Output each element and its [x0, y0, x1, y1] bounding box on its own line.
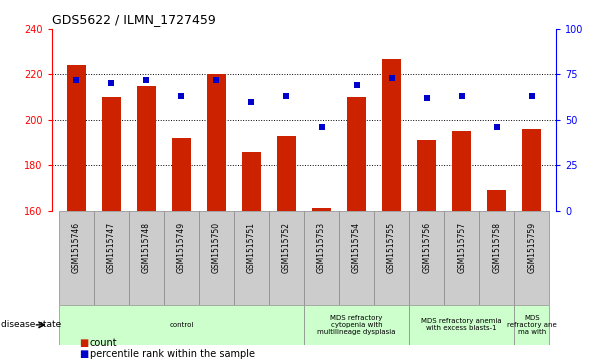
Point	[317, 124, 326, 130]
Bar	[304, 305, 409, 345]
Point	[457, 93, 466, 99]
Point	[351, 82, 361, 88]
Bar	[304, 211, 339, 305]
Bar	[444, 211, 479, 305]
Text: GDS5622 / ILMN_1727459: GDS5622 / ILMN_1727459	[52, 13, 215, 26]
Text: ■: ■	[79, 349, 88, 359]
Bar	[164, 211, 199, 305]
Point	[282, 93, 291, 99]
Point	[492, 124, 502, 130]
Bar	[374, 211, 409, 305]
Bar	[339, 211, 374, 305]
Point	[527, 93, 537, 99]
Text: MDS
refractory ane
ma with: MDS refractory ane ma with	[507, 315, 557, 335]
Bar	[409, 211, 444, 305]
Bar	[417, 140, 437, 211]
Bar	[522, 129, 542, 211]
Bar	[409, 305, 514, 345]
Text: GSM1515750: GSM1515750	[212, 222, 221, 273]
Text: GSM1515751: GSM1515751	[247, 222, 256, 273]
Text: control: control	[169, 322, 193, 328]
Text: disease state: disease state	[1, 321, 61, 329]
Bar	[207, 74, 226, 211]
Text: GSM1515747: GSM1515747	[107, 222, 116, 273]
Text: GSM1515755: GSM1515755	[387, 222, 396, 273]
Text: GSM1515753: GSM1515753	[317, 222, 326, 273]
Bar	[242, 151, 261, 211]
Bar	[59, 305, 304, 345]
Point	[176, 93, 186, 99]
Text: MDS refractory anemia
with excess blasts-1: MDS refractory anemia with excess blasts…	[421, 318, 502, 331]
Point	[106, 81, 116, 86]
Bar	[94, 211, 129, 305]
Text: ■: ■	[79, 338, 88, 348]
Bar	[66, 65, 86, 211]
Text: GSM1515748: GSM1515748	[142, 222, 151, 273]
Text: GSM1515754: GSM1515754	[352, 222, 361, 273]
Text: percentile rank within the sample: percentile rank within the sample	[90, 349, 255, 359]
Text: MDS refractory
cytopenia with
multilineage dysplasia: MDS refractory cytopenia with multilinea…	[317, 315, 396, 335]
Text: count: count	[90, 338, 117, 348]
Bar	[452, 131, 471, 211]
Bar	[382, 58, 401, 211]
Point	[212, 77, 221, 83]
Text: GSM1515756: GSM1515756	[422, 222, 431, 273]
Point	[387, 75, 396, 81]
Text: GSM1515752: GSM1515752	[282, 222, 291, 273]
Text: GSM1515749: GSM1515749	[177, 222, 186, 273]
Bar	[277, 136, 296, 211]
Text: GSM1515758: GSM1515758	[492, 222, 501, 273]
Bar	[514, 305, 549, 345]
Bar	[129, 211, 164, 305]
Text: GSM1515757: GSM1515757	[457, 222, 466, 273]
Text: GSM1515746: GSM1515746	[72, 222, 81, 273]
Point	[422, 95, 432, 101]
Bar	[102, 97, 121, 211]
Bar	[199, 211, 234, 305]
Bar	[514, 211, 549, 305]
Text: GSM1515759: GSM1515759	[527, 222, 536, 273]
Bar	[234, 211, 269, 305]
Bar	[312, 208, 331, 211]
Bar	[347, 97, 366, 211]
Point	[247, 99, 257, 105]
Bar	[59, 211, 94, 305]
Bar	[269, 211, 304, 305]
Point	[71, 77, 81, 83]
Point	[142, 77, 151, 83]
Bar	[171, 138, 191, 211]
Bar	[479, 211, 514, 305]
Bar	[487, 190, 506, 211]
Bar	[137, 86, 156, 211]
